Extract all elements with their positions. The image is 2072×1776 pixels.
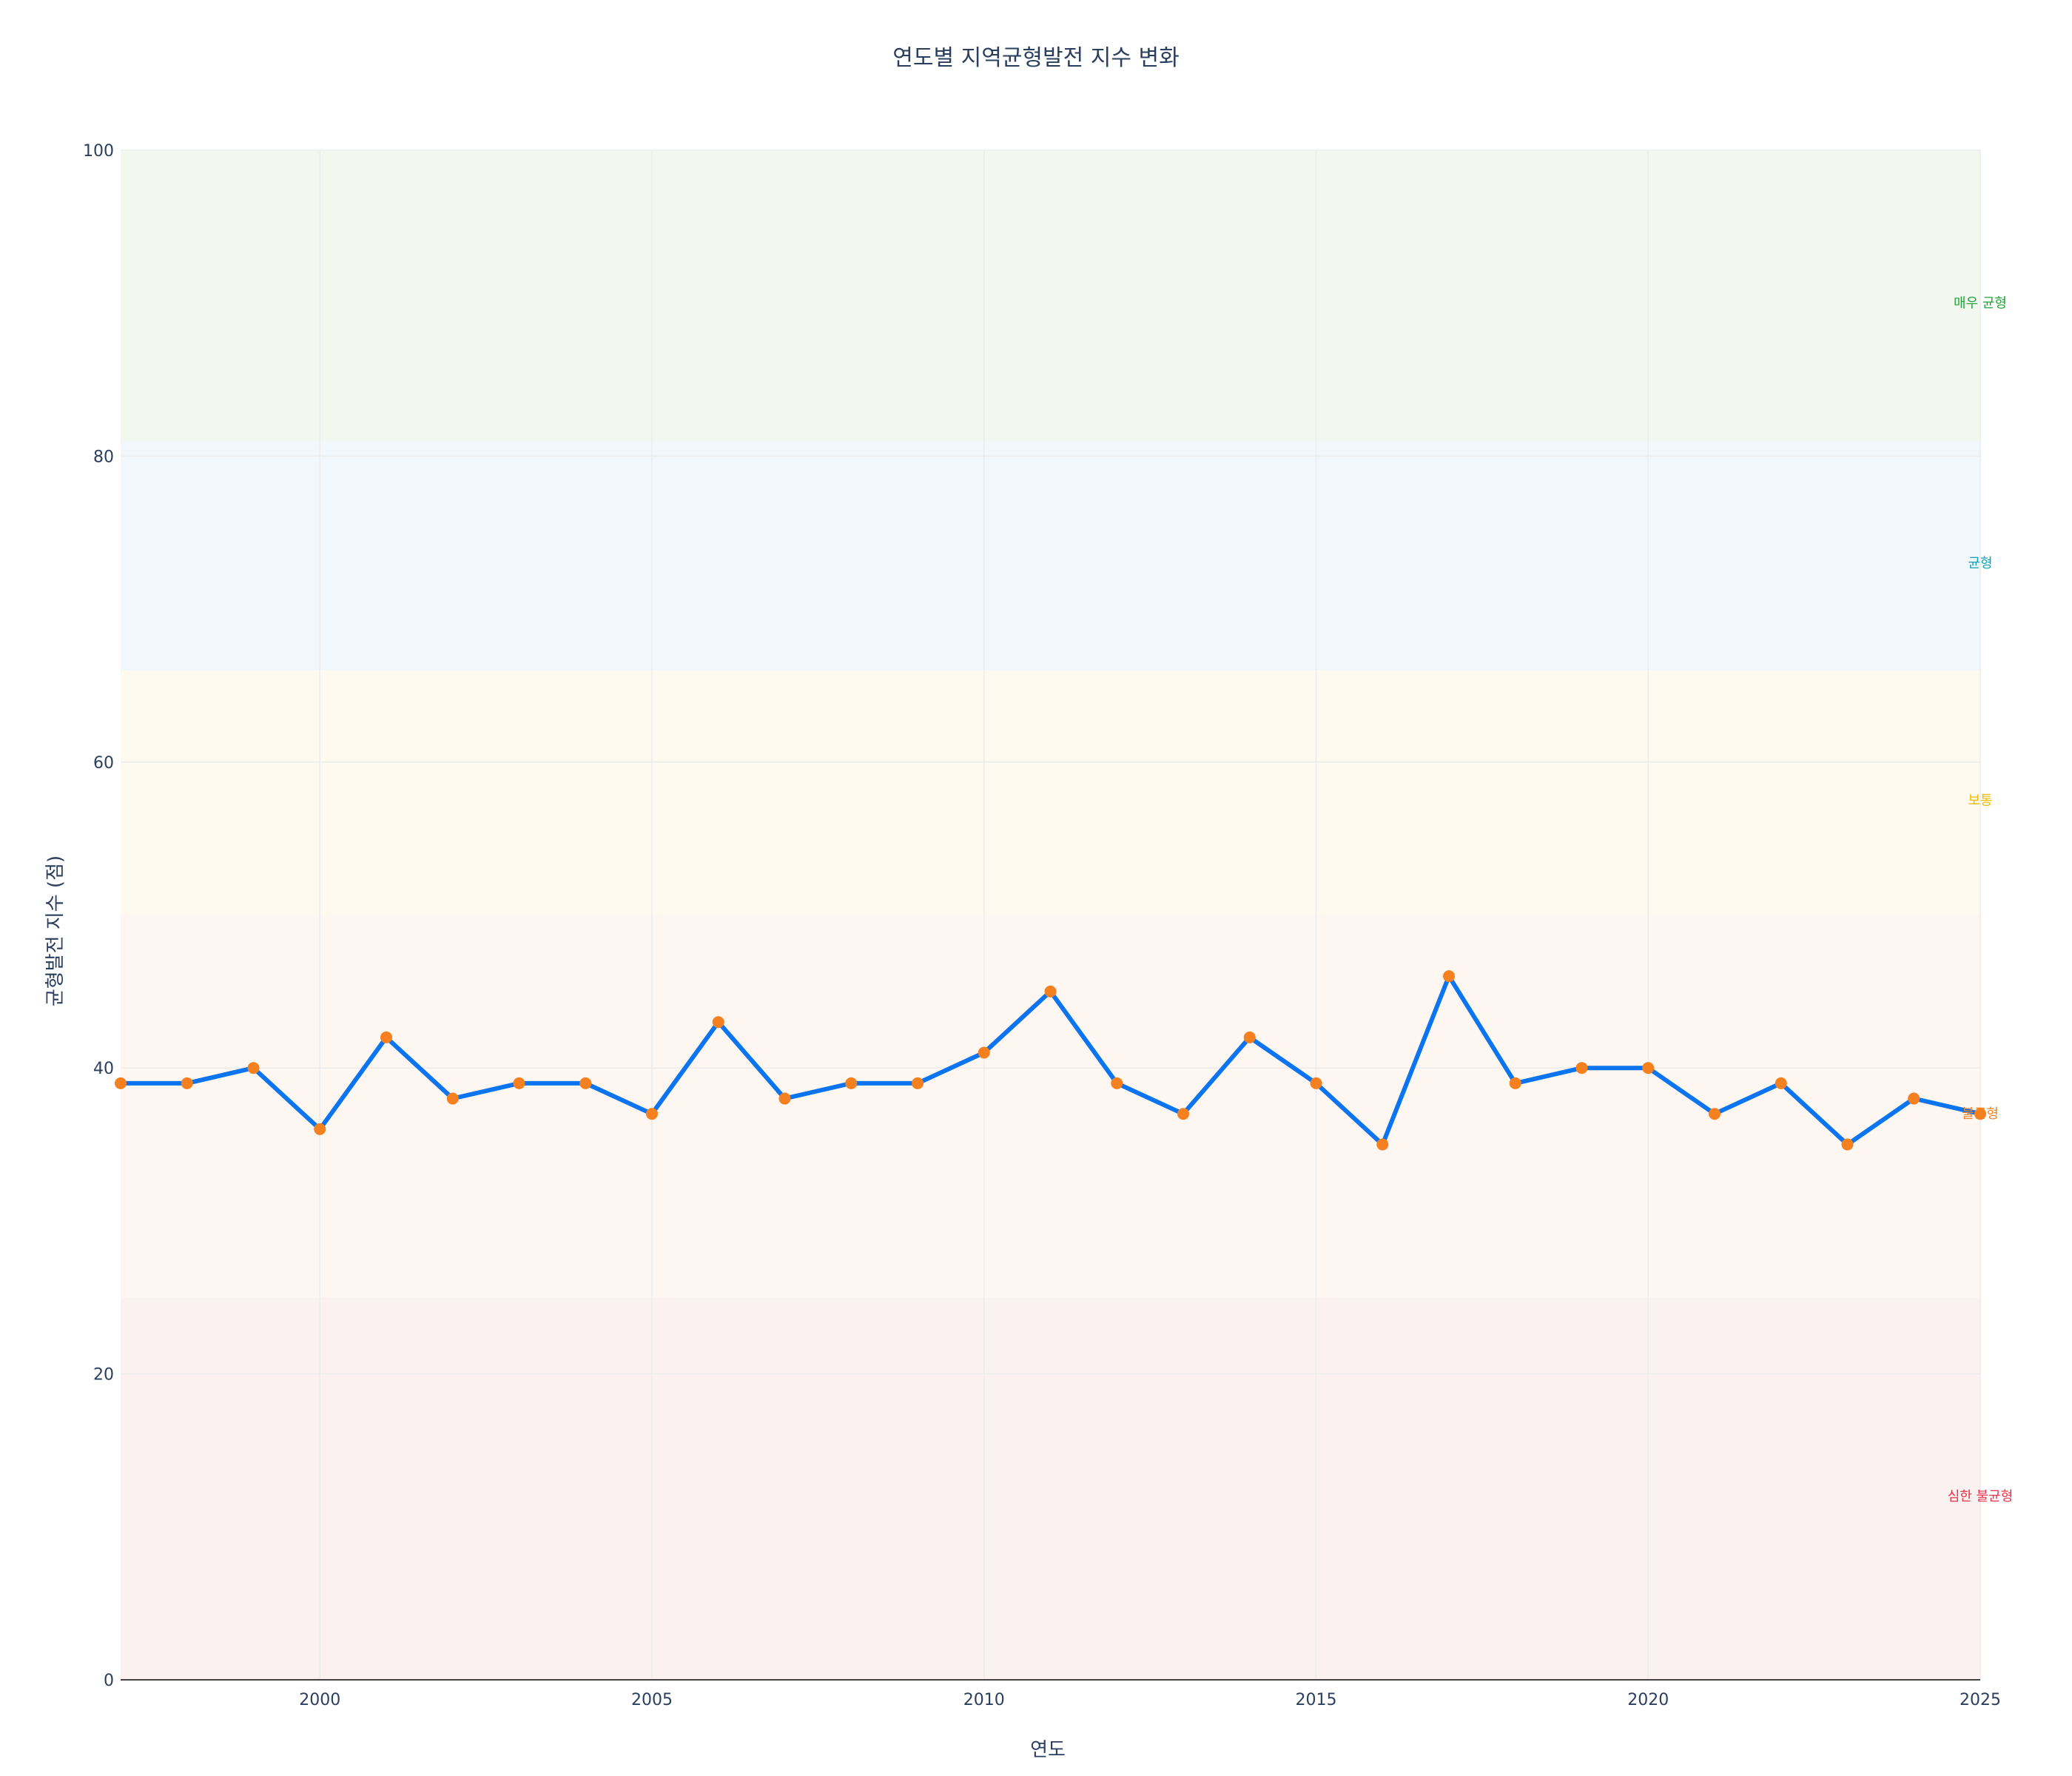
- band-2: [121, 670, 1980, 915]
- band-layer: [121, 150, 1980, 1680]
- data-point-2003: [513, 1077, 525, 1089]
- chart-title: 연도별 지역균형발전 지수 변화: [892, 45, 1179, 71]
- x-tick-label-5: 2025: [1960, 1691, 2001, 1709]
- data-point-1997: [115, 1077, 127, 1089]
- data-point-2024: [1908, 1092, 1920, 1105]
- x-tick-label-2: 2010: [963, 1691, 1005, 1709]
- band-label-4: 매우 균형: [1954, 296, 2007, 312]
- x-tick-label-3: 2015: [1296, 1691, 1337, 1709]
- data-point-2010: [978, 1046, 990, 1059]
- data-point-2000: [314, 1123, 326, 1135]
- data-point-2007: [778, 1092, 791, 1105]
- x-axis-title: 연도: [1030, 1739, 1066, 1761]
- data-point-2022: [1775, 1077, 1787, 1089]
- band-label-0: 심한 불균형: [1948, 1489, 2014, 1504]
- grid-layer: [121, 149, 1981, 1680]
- data-point-1999: [247, 1062, 260, 1074]
- band-4: [121, 150, 1980, 441]
- data-point-2002: [446, 1092, 459, 1105]
- data-point-2023: [1841, 1138, 1854, 1151]
- data-point-2015: [1310, 1077, 1322, 1089]
- band-1: [121, 915, 1980, 1298]
- data-point-2005: [646, 1108, 658, 1120]
- x-tick-label-4: 2020: [1627, 1691, 1669, 1709]
- y-tick-label-1: 20: [93, 1366, 114, 1385]
- data-point-2008: [845, 1077, 858, 1089]
- data-point-2018: [1509, 1077, 1521, 1089]
- axis-layer: 0 20 40 60 80 100 2000 2005 2010 2015 2020 2025: [83, 142, 2001, 1709]
- band-3: [121, 440, 1980, 670]
- x-tick-label-0: 2000: [299, 1691, 340, 1709]
- data-point-2011: [1044, 985, 1057, 998]
- data-point-2016: [1376, 1138, 1389, 1151]
- band-label-3: 균형: [1968, 556, 1992, 571]
- data-point-2001: [380, 1031, 392, 1043]
- y-tick-label-2: 40: [93, 1060, 114, 1078]
- y-axis-title: 균형발전 지수 (점): [44, 855, 67, 1006]
- band-label-layer: 심한 불균형 불균형 보통 균형 매우 균형: [1948, 296, 2014, 1504]
- data-point-2009: [912, 1077, 924, 1089]
- y-tick-label-3: 60: [93, 754, 114, 773]
- y-tick-label-0: 0: [104, 1672, 114, 1690]
- data-point-2013: [1177, 1108, 1189, 1120]
- data-point-2021: [1709, 1108, 1720, 1120]
- data-point-2017: [1443, 970, 1455, 983]
- data-point-2014: [1243, 1031, 1256, 1043]
- x-tick-label-1: 2005: [631, 1691, 673, 1709]
- data-point-2025: [1974, 1108, 1986, 1120]
- data-point-2019: [1575, 1062, 1588, 1074]
- data-point-2004: [579, 1077, 592, 1089]
- band-label-1: 불균형: [1962, 1106, 1999, 1122]
- y-tick-label-4: 80: [93, 448, 114, 466]
- data-point-1998: [181, 1077, 193, 1089]
- data-point-2012: [1111, 1077, 1123, 1089]
- data-point-2006: [712, 1016, 724, 1029]
- band-label-2: 보통: [1968, 793, 1992, 808]
- series-layer: [115, 970, 1986, 1151]
- band-0: [121, 1297, 1980, 1680]
- data-point-2020: [1642, 1062, 1655, 1074]
- y-tick-label-5: 100: [83, 142, 114, 161]
